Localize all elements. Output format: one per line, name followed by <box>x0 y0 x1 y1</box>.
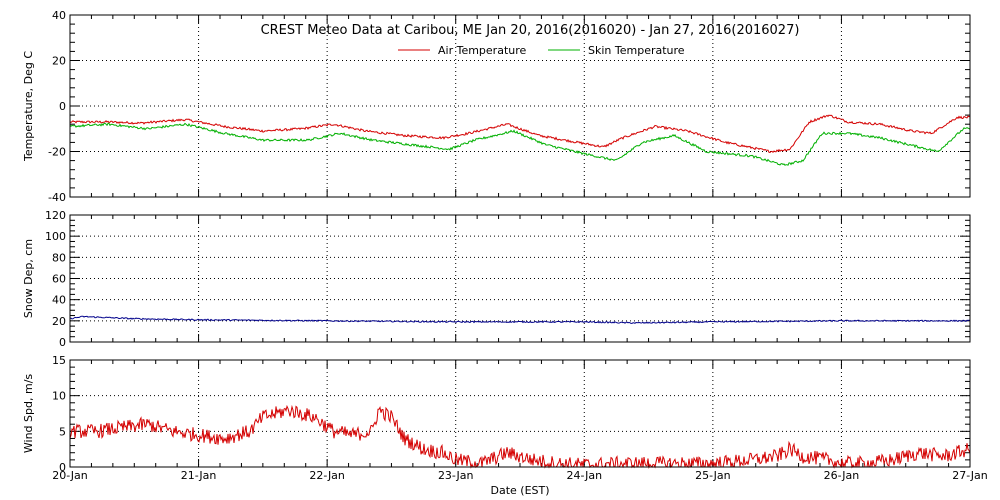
x-tick-label: 22-Jan <box>309 469 345 482</box>
y-tick-label: 100 <box>45 230 66 243</box>
series-line-0 <box>69 315 971 324</box>
x-tick-label: 20-Jan <box>52 469 88 482</box>
x-tick-label: 26-Jan <box>824 469 860 482</box>
y-tick-label: 60 <box>52 273 66 286</box>
y-tick-label: 20 <box>52 315 66 328</box>
snow-depth-panel: 0 20 40 60 80 100 120 Snow Dep, cm <box>22 209 971 349</box>
series-line-0 <box>69 404 971 469</box>
x-tick-label: 21-Jan <box>181 469 217 482</box>
y-tick-label: 0 <box>59 336 66 349</box>
plot-frame <box>69 14 971 198</box>
y-tick-label: -40 <box>48 191 66 204</box>
x-axis-label: Date (EST) <box>490 484 549 497</box>
y-tick-label: 120 <box>45 209 66 222</box>
y-tick-label: -20 <box>48 146 66 159</box>
plot-frame <box>69 359 971 468</box>
series-line-1 <box>69 122 971 166</box>
x-tick-label: 27-Jan <box>952 469 988 482</box>
series-line-0 <box>69 114 971 154</box>
legend-skin-label: Skin Temperature <box>588 44 685 57</box>
x-tick-label: 24-Jan <box>567 469 603 482</box>
legend-air-label: Air Temperature <box>438 44 527 57</box>
y-axis-label: Wind Spd, m/s <box>22 374 35 454</box>
wind-speed-panel: 0 5 10 15 Wind Spd, m/s 20-Jan 21-Jan 22-Jan 23-… <box>22 354 988 482</box>
y-tick-label: 20 <box>52 55 66 68</box>
chart-title: CREST Meteo Data at Caribou, ME Jan 20, … <box>261 23 800 38</box>
y-tick-label: 15 <box>52 354 66 367</box>
plot-frame <box>69 214 971 343</box>
temperature-panel: -40 -20 0 20 40 Temperature, Deg C <box>22 9 971 204</box>
y-tick-label: 10 <box>52 390 66 403</box>
y-axis-label: Snow Dep, cm <box>22 239 35 318</box>
x-tick-label: 23-Jan <box>438 469 474 482</box>
y-tick-label: 40 <box>52 9 66 22</box>
y-axis-label: Temperature, Deg C <box>22 51 35 162</box>
y-tick-label: 0 <box>59 461 66 474</box>
y-tick-label: 80 <box>52 251 66 264</box>
y-tick-label: 0 <box>59 100 66 113</box>
y-tick-label: 5 <box>59 425 66 438</box>
y-tick-label: 40 <box>52 294 66 307</box>
legend: Air Temperature Skin Temperature <box>398 44 685 57</box>
x-tick-label: 25-Jan <box>695 469 731 482</box>
